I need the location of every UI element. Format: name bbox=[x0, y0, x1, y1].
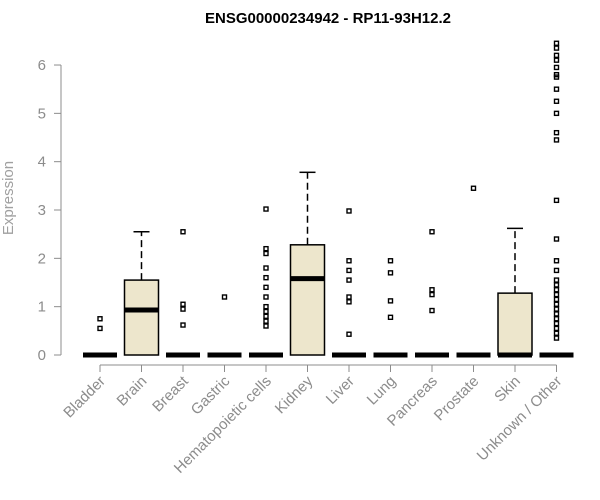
outlier-point bbox=[263, 274, 269, 281]
outlier-point bbox=[553, 197, 560, 204]
outlier-point bbox=[553, 296, 560, 303]
outlier-point bbox=[263, 313, 269, 320]
outlier-point bbox=[387, 314, 394, 321]
plot-area bbox=[83, 40, 574, 358]
outlier-point bbox=[553, 335, 560, 341]
outlier-point bbox=[387, 270, 394, 276]
outlier-point bbox=[263, 323, 269, 329]
x-tick-label: Skin bbox=[491, 373, 524, 406]
outlier-point bbox=[553, 287, 560, 293]
x-tick-label: Breast bbox=[149, 372, 192, 415]
y-tick-label: 1 bbox=[38, 299, 46, 316]
outlier-point bbox=[429, 229, 435, 235]
outlier-point bbox=[387, 258, 394, 264]
x-tick-label: Kidney bbox=[272, 372, 317, 417]
y-tick-label: 0 bbox=[38, 347, 46, 364]
outlier-point bbox=[553, 71, 560, 78]
outlier-point bbox=[553, 129, 560, 136]
y-tick-label: 4 bbox=[38, 154, 46, 171]
outlier-point bbox=[263, 245, 269, 252]
box-lung bbox=[373, 258, 408, 358]
y-tick-label: 6 bbox=[38, 57, 46, 74]
box-iqr bbox=[497, 292, 533, 356]
outlier-point bbox=[346, 294, 352, 300]
box-liver bbox=[332, 208, 366, 358]
outlier-point bbox=[553, 57, 560, 63]
chart-title: ENSG00000234942 - RP11-93H12.2 bbox=[205, 10, 451, 27]
outlier-point bbox=[346, 277, 352, 283]
outlier-point bbox=[263, 303, 269, 310]
outlier-point bbox=[553, 52, 560, 59]
outlier-point bbox=[346, 299, 352, 305]
box-skin bbox=[497, 227, 533, 358]
outlier-point bbox=[429, 291, 435, 298]
outlier-point bbox=[387, 298, 394, 304]
outlier-point bbox=[553, 86, 560, 92]
outlier-point bbox=[553, 282, 560, 288]
box-brain bbox=[123, 231, 160, 356]
outlier-point bbox=[553, 316, 560, 322]
outlier-point bbox=[553, 325, 560, 332]
box-bladder bbox=[83, 316, 117, 358]
outlier-point bbox=[180, 301, 186, 307]
box-hematopoietic-cells bbox=[249, 206, 283, 358]
x-tick-label: Lung bbox=[364, 373, 400, 409]
outlier-point bbox=[97, 325, 103, 332]
box-unknown-other bbox=[539, 40, 574, 358]
outlier-point bbox=[346, 208, 352, 214]
outlier-point bbox=[553, 45, 560, 51]
box-kidney bbox=[289, 171, 326, 356]
outlier-point bbox=[346, 267, 352, 274]
y-axis: 0 1 2 3 4 5 6 bbox=[38, 57, 62, 364]
outlier-point bbox=[553, 306, 560, 312]
outlier-point bbox=[553, 311, 560, 317]
outlier-point bbox=[263, 308, 269, 315]
x-tick-label: Brain bbox=[114, 373, 151, 410]
box-gastric bbox=[207, 294, 242, 358]
outlier-point bbox=[263, 294, 269, 300]
box-prostate bbox=[456, 185, 491, 358]
outlier-point bbox=[553, 236, 560, 242]
x-tick-label: Bladder bbox=[60, 373, 109, 422]
outlier-point bbox=[180, 306, 186, 312]
outlier-point bbox=[553, 110, 560, 117]
outlier-point bbox=[263, 265, 269, 271]
outlier-point bbox=[553, 258, 560, 264]
outlier-point bbox=[97, 316, 103, 322]
outlier-point bbox=[553, 98, 560, 104]
outlier-point bbox=[263, 318, 269, 324]
outlier-point bbox=[263, 250, 269, 257]
outlier-point bbox=[553, 320, 560, 327]
outlier-point bbox=[263, 206, 269, 212]
outlier-point bbox=[346, 331, 352, 337]
box-breast bbox=[166, 229, 200, 358]
outlier-point bbox=[553, 330, 560, 336]
outlier-point bbox=[553, 137, 560, 143]
y-axis-label: Expression bbox=[0, 161, 17, 235]
y-tick-label: 2 bbox=[38, 250, 46, 267]
outlier-point bbox=[429, 307, 435, 314]
outlier-point bbox=[180, 322, 186, 328]
outlier-point bbox=[429, 287, 435, 293]
outlier-point bbox=[553, 301, 560, 307]
outlier-point bbox=[553, 40, 560, 46]
box-iqr bbox=[123, 279, 160, 356]
y-tick-label: 5 bbox=[38, 105, 46, 122]
x-tick-label: Liver bbox=[323, 373, 358, 408]
outlier-point bbox=[553, 277, 560, 283]
outlier-point bbox=[263, 284, 269, 291]
outlier-point bbox=[553, 64, 560, 71]
box-iqr bbox=[289, 244, 326, 356]
y-tick-label: 3 bbox=[38, 202, 46, 219]
outlier-point bbox=[553, 267, 560, 274]
box-pancreas bbox=[415, 229, 449, 358]
outlier-point bbox=[221, 294, 228, 300]
outlier-point bbox=[346, 258, 352, 264]
outlier-point bbox=[553, 291, 560, 298]
outlier-point bbox=[470, 185, 477, 191]
outlier-point bbox=[180, 229, 186, 235]
x-tick-label: Prostate bbox=[431, 373, 483, 425]
